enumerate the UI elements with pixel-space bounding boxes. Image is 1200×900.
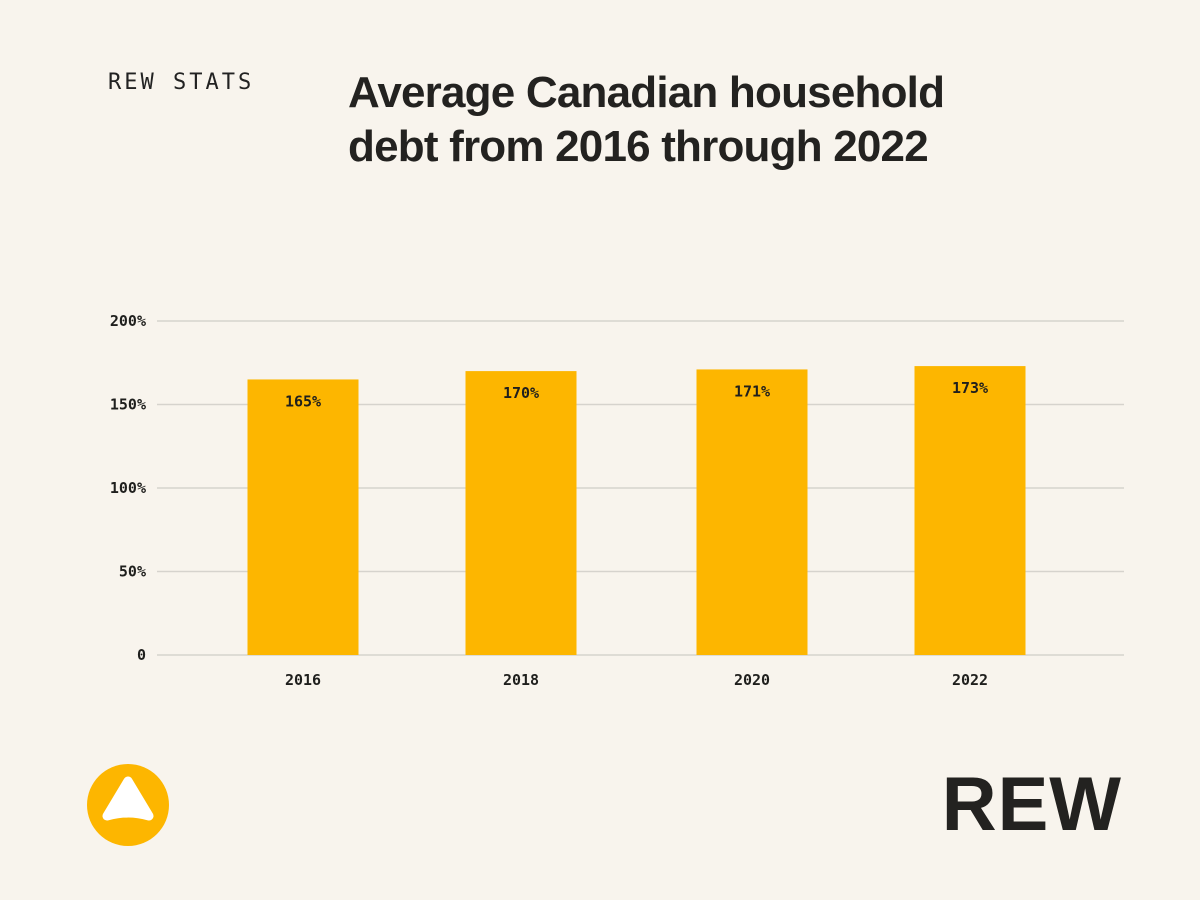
x-tick-label: 2020 — [734, 671, 770, 689]
bar-2018 — [465, 371, 577, 655]
bar-value-label: 173% — [952, 379, 988, 397]
bar-value-label: 171% — [734, 382, 770, 400]
y-tick-label: 50% — [119, 563, 146, 581]
chart-title: Average Canadian household debt from 201… — [348, 68, 945, 171]
rew-wordmark: REW — [941, 762, 1122, 847]
x-tick-label: 2016 — [285, 671, 321, 689]
bar-value-label: 165% — [285, 392, 321, 410]
bar-2020 — [696, 369, 808, 655]
x-tick-label: 2018 — [503, 671, 539, 689]
bar-value-label: 170% — [503, 384, 539, 402]
y-tick-label: 100% — [110, 479, 146, 497]
bar-2016 — [247, 379, 359, 655]
y-tick-label: 150% — [110, 396, 146, 414]
kicker-label: REW STATS — [108, 70, 255, 95]
y-tick-label: 0 — [137, 646, 146, 664]
y-tick-label: 200% — [110, 312, 146, 330]
x-tick-label: 2022 — [952, 671, 988, 689]
bar-2022 — [914, 366, 1026, 655]
rew-triangle-logo-icon — [87, 764, 169, 846]
